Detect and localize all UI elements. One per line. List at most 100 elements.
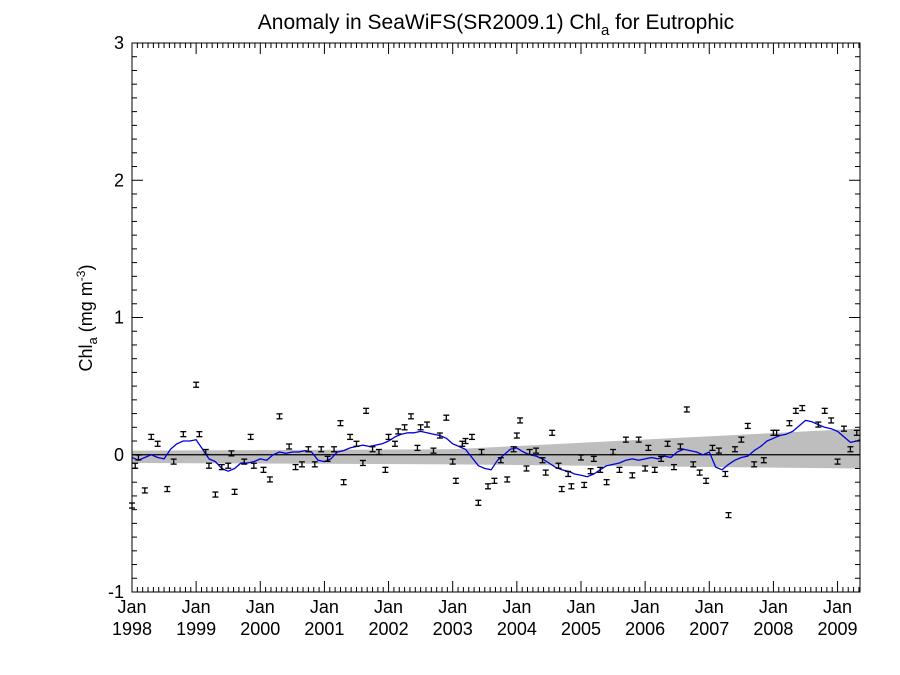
data-point — [815, 421, 822, 428]
data-point — [484, 483, 491, 490]
data-point — [212, 491, 219, 498]
x-tick-label-year: 1999 — [176, 619, 216, 639]
data-point — [853, 429, 860, 436]
axes-frame — [131, 42, 861, 593]
y-tick-label: 3 — [114, 33, 124, 53]
uncertainty-band-layer — [132, 428, 860, 469]
data-point — [670, 463, 677, 471]
x-tick-label-month: Jan — [695, 597, 724, 617]
x-tick-label-year: 2001 — [304, 619, 344, 639]
data-point — [616, 466, 623, 473]
data-point — [715, 447, 722, 454]
plot-frame — [131, 42, 861, 593]
smooth-line — [131, 419, 861, 478]
data-point — [318, 446, 325, 453]
data-point — [385, 433, 392, 441]
data-point — [382, 466, 389, 473]
x-tick-label-month: Jan — [566, 597, 595, 617]
data-point — [568, 483, 575, 490]
data-point — [408, 413, 415, 420]
data-point — [526, 448, 533, 456]
smooth-line-layer — [131, 419, 861, 478]
data-point — [517, 417, 524, 424]
data-point — [597, 466, 604, 473]
x-tick-label-year: 2000 — [240, 619, 280, 639]
data-point — [363, 407, 370, 414]
uncertainty-band — [132, 428, 860, 469]
data-point — [603, 479, 610, 486]
data-point — [228, 450, 235, 457]
data-point — [651, 466, 658, 473]
data-point — [696, 469, 703, 476]
data-point — [132, 462, 139, 469]
data-point — [610, 448, 617, 456]
data-points-layer — [129, 381, 860, 519]
data-point — [375, 448, 382, 456]
data-point — [645, 444, 652, 452]
data-point — [799, 404, 806, 412]
y-tick-label: 0 — [114, 445, 124, 465]
data-point — [305, 446, 312, 453]
y-tick-label: 1 — [114, 308, 124, 328]
x-tick-label-month: Jan — [182, 597, 211, 617]
data-point — [369, 446, 376, 453]
data-point — [590, 455, 597, 463]
data-point — [664, 440, 671, 447]
data-point — [642, 465, 649, 472]
data-point — [417, 424, 424, 431]
data-point — [751, 461, 758, 468]
data-point — [247, 433, 254, 441]
data-point — [629, 472, 636, 479]
data-point — [311, 461, 318, 468]
data-point — [504, 476, 511, 483]
data-point — [587, 468, 594, 475]
x-tick-label-month: Jan — [438, 597, 467, 617]
x-tick-label-month: Jan — [759, 597, 788, 617]
data-point — [250, 462, 257, 469]
data-point — [141, 487, 148, 494]
chart-title: Anomaly in SeaWiFS(SR2009.1) Chla for Eu… — [258, 11, 734, 39]
data-point — [497, 457, 504, 464]
x-tick-label-month: Jan — [823, 597, 852, 617]
data-point — [193, 381, 200, 388]
data-point — [523, 465, 530, 472]
data-point — [744, 422, 751, 430]
data-point — [821, 407, 828, 414]
data-point — [491, 477, 498, 484]
data-point — [337, 420, 344, 427]
data-point — [792, 407, 799, 414]
data-point — [436, 432, 443, 439]
data-point — [424, 421, 431, 428]
data-point — [205, 462, 212, 469]
data-point — [225, 462, 232, 469]
tick-labels: -10123Jan1998Jan1999Jan2000Jan2001Jan200… — [108, 33, 858, 639]
data-point — [703, 477, 710, 484]
data-point — [690, 461, 697, 468]
data-point — [478, 448, 485, 456]
data-point — [533, 447, 540, 454]
x-tick-label-year: 1998 — [112, 619, 152, 639]
data-point — [353, 440, 360, 447]
x-tick-label-year: 2003 — [433, 619, 473, 639]
data-point — [709, 444, 716, 452]
data-point — [475, 499, 482, 506]
data-point — [828, 417, 835, 424]
data-point — [148, 433, 155, 441]
data-point — [786, 420, 793, 427]
data-point — [180, 431, 187, 438]
data-point — [202, 448, 209, 456]
data-point — [266, 476, 273, 483]
data-point — [542, 469, 549, 476]
data-point — [347, 433, 354, 441]
data-point — [738, 436, 745, 443]
y-tick-label: -1 — [108, 582, 124, 602]
x-tick-label-month: Jan — [310, 597, 339, 617]
data-point — [340, 479, 347, 486]
x-tick-label-year: 2006 — [625, 619, 665, 639]
data-point — [468, 433, 475, 441]
data-point — [462, 437, 469, 445]
x-tick-label-year: 2004 — [497, 619, 537, 639]
x-tick-label-year: 2002 — [369, 619, 409, 639]
data-point — [773, 429, 780, 436]
